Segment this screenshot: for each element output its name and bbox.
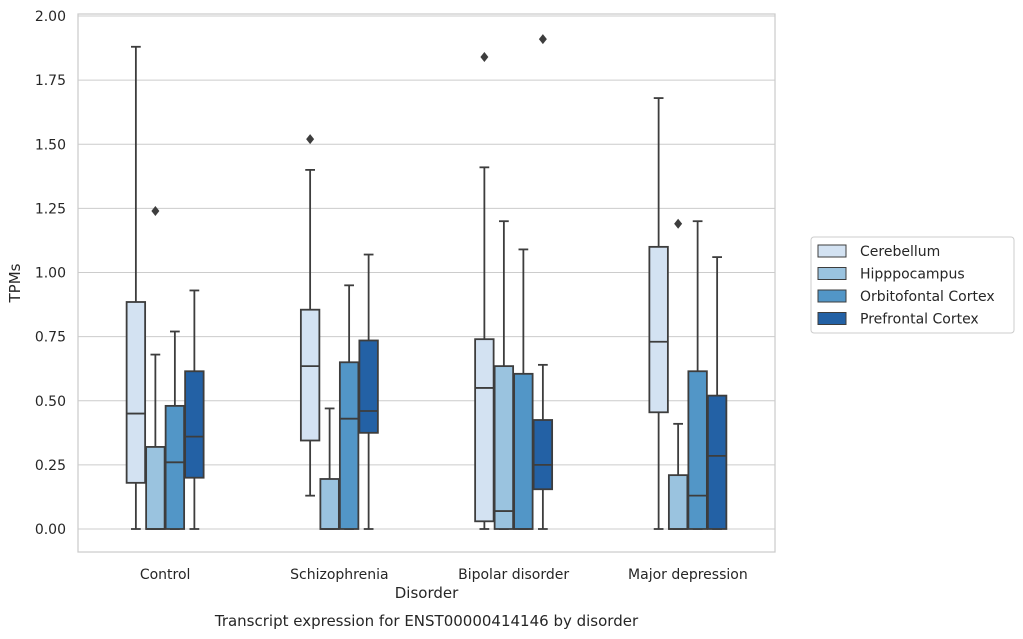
x-axis-label: Disorder	[395, 584, 459, 602]
box-cerebellum	[125, 45, 147, 530]
y-tick-label: 0.00	[35, 522, 66, 538]
y-tick-label: 2.00	[35, 9, 66, 25]
legend-swatch	[817, 289, 847, 303]
box-orbitofontal-cortex	[338, 284, 360, 530]
legend-swatch	[817, 244, 847, 258]
legend-swatch	[817, 267, 847, 280]
box-body	[667, 474, 689, 530]
box-body	[184, 370, 205, 479]
box-hipppocampus	[667, 218, 689, 530]
box-orbitofontal-cortex	[687, 220, 708, 530]
box-body	[513, 372, 534, 530]
y-tick-label: 1.50	[35, 137, 66, 153]
x-tick-label: Schizophrenia	[290, 567, 388, 583]
legend-swatch	[817, 312, 847, 325]
boxes	[125, 34, 728, 530]
box-body	[299, 308, 321, 442]
box-body	[145, 446, 166, 530]
box-cerebellum	[648, 97, 669, 530]
box-body	[706, 394, 728, 530]
box-body	[338, 361, 360, 530]
outlier-point	[674, 218, 683, 229]
box-hipppocampus	[493, 220, 515, 530]
y-tick-label: 1.75	[35, 73, 66, 89]
box-body	[358, 339, 379, 434]
y-tick-label: 0.50	[35, 394, 66, 410]
y-tick-label: 0.25	[35, 458, 66, 474]
y-tick-labels: 0.00 0.25 0.50 0.75 1.00 1.25 1.50 1.75 2.00	[35, 9, 66, 538]
box-hipppocampus	[145, 205, 166, 530]
y-tick-label: 1.25	[35, 201, 66, 217]
outlier-point	[306, 134, 315, 145]
legend-frame	[810, 236, 1015, 334]
legend-label: Orbitofontal Cortex	[860, 289, 995, 305]
y-axis-label: TPMs	[6, 263, 24, 303]
box-cerebellum	[299, 134, 321, 497]
box-orbitofontal-cortex	[513, 248, 534, 530]
box-body	[319, 478, 340, 530]
box-prefrontal-cortex	[532, 34, 554, 530]
legend-label: Prefrontal Cortex	[860, 312, 979, 328]
legend-label: Cerebellum	[860, 244, 940, 260]
y-tick-label: 0.75	[35, 330, 66, 346]
box-body	[648, 245, 669, 414]
box-body	[532, 419, 554, 491]
box-orbitofontal-cortex	[164, 330, 186, 530]
outlier-point	[538, 34, 547, 45]
box-body	[474, 338, 495, 523]
box-hipppocampus	[319, 407, 340, 530]
outlier-point	[151, 205, 160, 216]
legend: Cerebellum Hipppocampus Orbitofontal Corte…	[810, 236, 1015, 334]
chart-caption: Transcript expression for ENST0000041414…	[214, 612, 639, 630]
x-tick-label: Bipolar disorder	[458, 567, 569, 583]
box-prefrontal-cortex	[358, 253, 379, 530]
outlier-point	[480, 52, 489, 63]
box-cerebellum	[474, 52, 495, 530]
box-body	[164, 404, 186, 530]
box-body	[687, 370, 708, 530]
x-tick-labels: Control Schizophrenia Bipolar disorder Majo…	[140, 567, 748, 583]
box-prefrontal-cortex	[184, 289, 205, 530]
box-body	[125, 301, 147, 484]
box-body	[493, 365, 515, 530]
box-prefrontal-cortex	[706, 256, 728, 530]
y-tick-label: 1.00	[35, 266, 66, 282]
plot-frame	[77, 13, 776, 553]
x-tick-label: Major depression	[628, 567, 748, 583]
legend-label: Hipppocampus	[860, 267, 965, 283]
x-tick-label: Control	[140, 567, 191, 583]
